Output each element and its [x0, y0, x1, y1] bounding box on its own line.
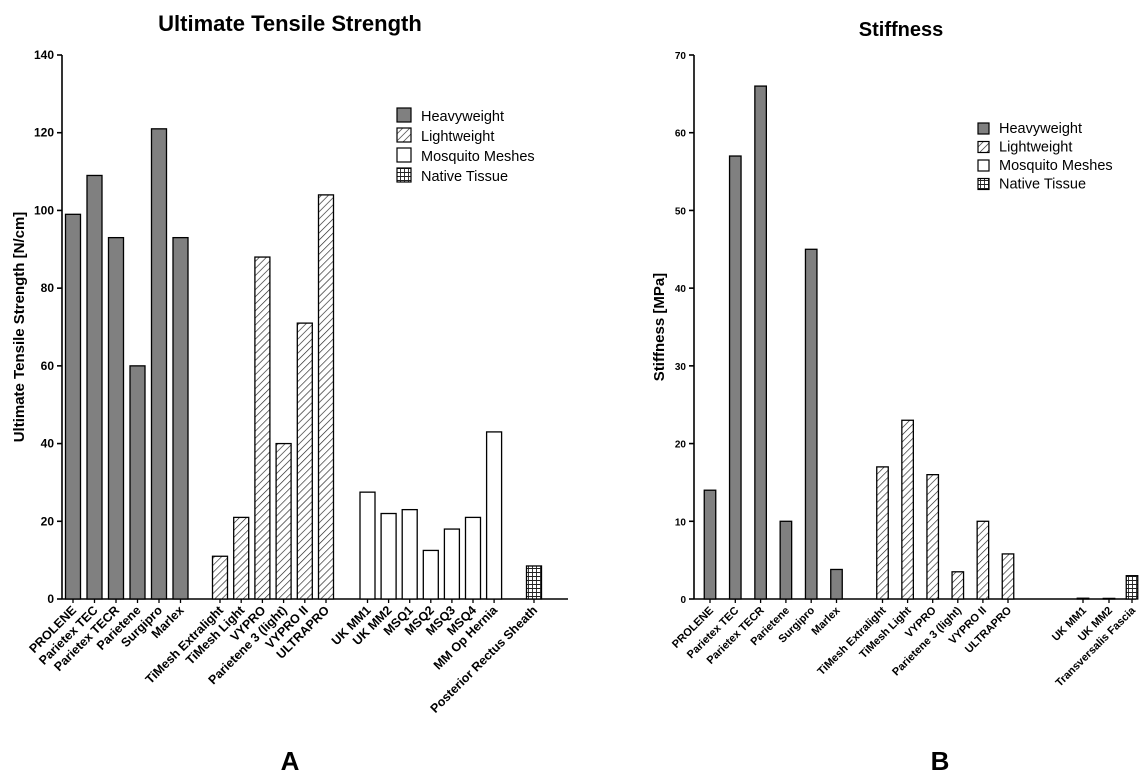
bar-mm-op-hernia: [485, 431, 503, 600]
y-tick-label: 0: [47, 592, 54, 606]
bar-ultrapro: [317, 194, 335, 600]
bar-transversalis-fascia: [1125, 575, 1139, 600]
legend-swatch-mosquito-meshes: [977, 159, 990, 172]
bar-msq3: [443, 528, 461, 600]
legend-swatch-mosquito-meshes: [396, 147, 412, 163]
y-tick-label: 50: [675, 206, 687, 217]
bar-posterior-rectus-sheath: [525, 565, 543, 600]
legend-label-heavyweight: Heavyweight: [999, 121, 1082, 137]
bar-msq4: [464, 516, 482, 600]
chart-panel-b: Stiffness 0 10 20 30 40 50 60 70 Stiffness [MPa] P…: [580, 0, 1139, 776]
bar-parietene: [779, 520, 793, 600]
y-tick-label: 140: [34, 48, 54, 62]
bar-vypro-ii: [296, 322, 313, 600]
bar-uk-mm1: [1076, 597, 1090, 600]
bar-timesh-extralight: [211, 555, 229, 600]
bar-vypro: [254, 256, 271, 600]
bar-surgipro: [804, 248, 818, 600]
y-tick-label: 120: [34, 126, 54, 140]
legend-swatch-native-tissue: [977, 177, 990, 191]
y-axis-label: Stiffness [MPa]: [651, 273, 668, 381]
legend-label-mosquito-meshes: Mosquito Meshes: [999, 158, 1113, 174]
bar-msq2: [422, 549, 439, 600]
y-tick-label: 100: [34, 203, 54, 217]
x-tick-label: Marlex: [809, 604, 843, 638]
bar-parietex-tecr: [107, 236, 125, 600]
legend-label-lightweight: Lightweight: [421, 129, 494, 145]
panel-label: A: [281, 746, 300, 775]
legend-swatch-heavyweight: [977, 122, 990, 135]
bar-parietex-tec: [728, 155, 742, 600]
chart-title: Ultimate Tensile Strength: [158, 11, 422, 36]
y-tick-label: 70: [675, 51, 687, 62]
bar-marlex: [172, 236, 189, 600]
bar-prolene: [64, 213, 82, 600]
bar-timesh-light: [901, 419, 915, 600]
legend-swatch-native-tissue: [396, 167, 412, 183]
y-tick-label: 20: [675, 440, 687, 451]
bar-timesh-extralight: [876, 466, 889, 600]
chart-title: Stiffness: [859, 19, 943, 41]
legend-label-lightweight: Lightweight: [999, 140, 1072, 156]
bar-ultrapro: [1001, 553, 1015, 600]
legend-swatch-lightweight: [396, 127, 412, 143]
legend-swatch-heavyweight: [396, 107, 412, 123]
bar-marlex: [830, 568, 843, 600]
legend-label-native-tissue: Native Tissue: [999, 177, 1086, 193]
bar-parietex-tecr: [754, 85, 768, 600]
panel-label: B: [931, 746, 950, 775]
bar-surgipro: [150, 128, 168, 600]
legend-label-heavyweight: Heavyweight: [421, 109, 504, 125]
y-tick-label: 30: [675, 362, 687, 373]
chart-panel-a: Ultimate Tensile Strength 0 20 40 60 80 100 120…: [11, 11, 568, 776]
legend-label-native-tissue: Native Tissue: [421, 169, 508, 185]
bar-vypro: [926, 474, 940, 600]
legend-label-mosquito-meshes: Mosquito Meshes: [421, 149, 535, 165]
y-tick-label: 80: [41, 281, 55, 295]
bar-parietene: [129, 365, 146, 600]
y-tick-label: 60: [675, 129, 687, 140]
bar-vypro-ii: [976, 520, 990, 600]
bar-uk-mm2: [380, 512, 397, 600]
y-axis-label: Ultimate Tensile Strength [N/cm]: [11, 212, 28, 443]
bar-parietex-tec: [86, 174, 103, 600]
y-tick-label: 10: [675, 517, 687, 528]
bar-msq1: [401, 508, 418, 600]
bar-uk-mm1: [359, 491, 376, 600]
bar-parietene-3-light: [275, 442, 292, 600]
y-tick-label: 40: [675, 284, 687, 295]
y-tick-label: 0: [680, 595, 686, 606]
y-tick-label: 20: [41, 514, 55, 528]
legend-swatch-lightweight: [977, 140, 990, 154]
y-tick-label: 40: [41, 437, 55, 451]
bar-timesh-light: [233, 516, 250, 600]
bar-uk-mm2: [1102, 597, 1116, 600]
bar-prolene: [703, 489, 717, 600]
y-tick-label: 60: [41, 359, 55, 373]
bar-parietene-3-light: [951, 571, 965, 600]
chart-a-svg: Ultimate Tensile Strength 0 20 40 60 80 100 120…: [11, 11, 568, 776]
